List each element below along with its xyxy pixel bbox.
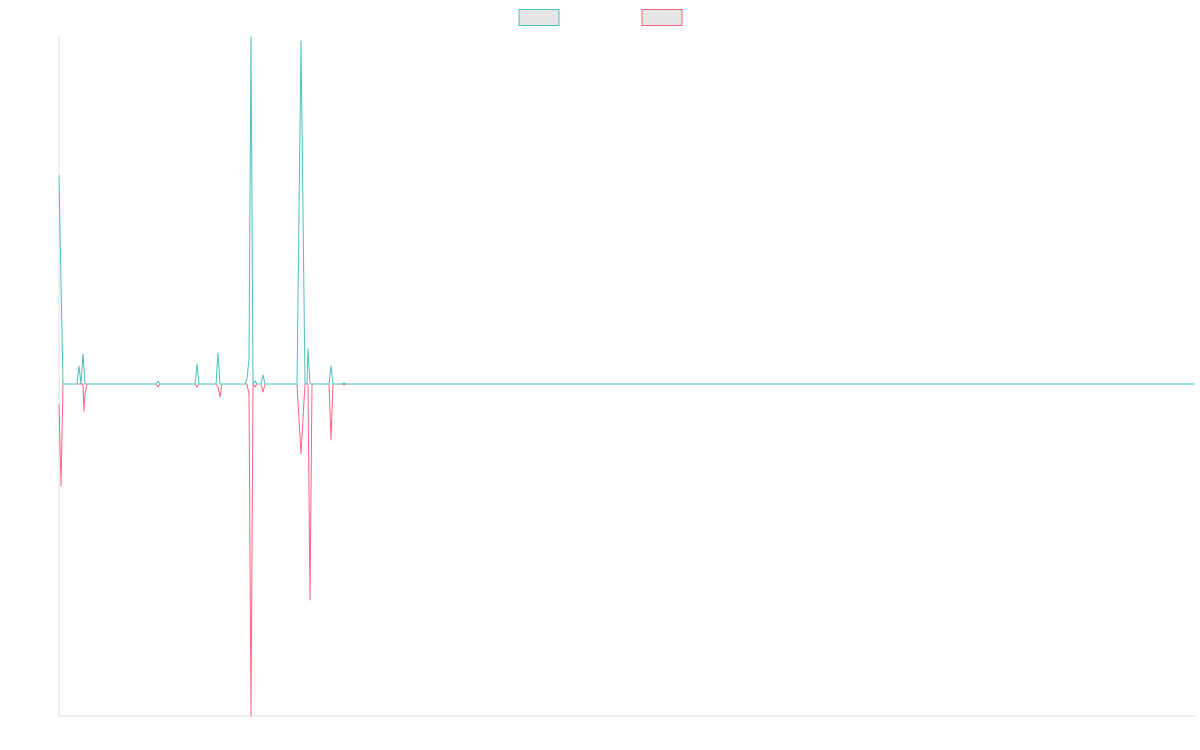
legend-swatch xyxy=(641,9,683,26)
series-line xyxy=(58,35,1195,385)
legend-swatch xyxy=(518,9,560,26)
series-line xyxy=(58,383,1195,717)
